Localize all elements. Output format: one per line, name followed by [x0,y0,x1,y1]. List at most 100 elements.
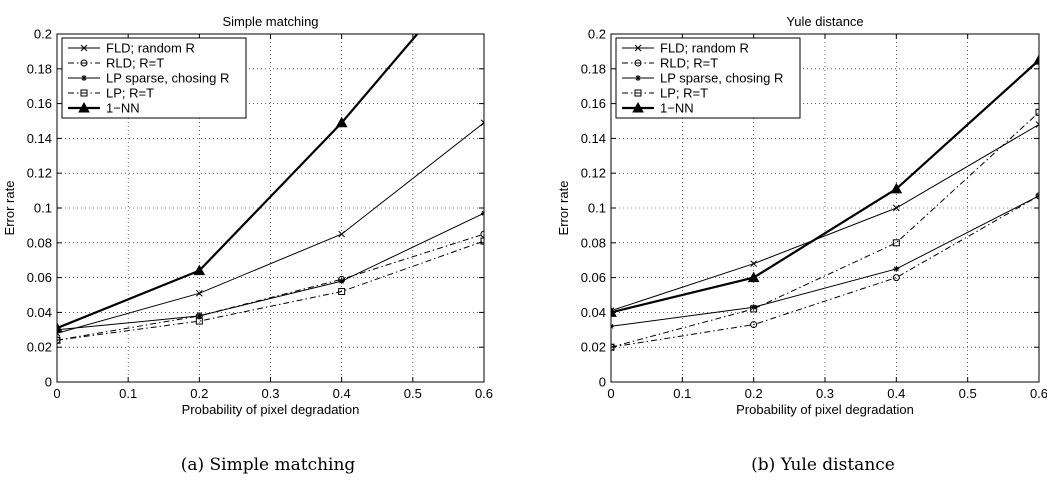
data-point-s5-2 [193,264,206,276]
y-tick-label: 0 [599,375,606,390]
series-line-4 [611,111,1039,348]
data-point-s4-3 [892,239,900,247]
y-tick-label: 0.02 [581,340,606,355]
series-line-5 [57,34,419,330]
data-point-s5-4 [1033,54,1039,65]
figure-caption: (b) Yule distance [751,455,895,475]
x-axis-label: Probability of pixel degradation [736,402,914,417]
legend-marker-1 [80,44,88,52]
data-point-s4-2 [750,305,758,313]
legend-label-2: RLD; R=T [660,56,718,71]
data-point-s4-3 [338,288,346,296]
x-tick-label: 0.6 [475,386,493,401]
series-line-4 [57,240,484,341]
legend-label-2: RLD; R=T [106,56,164,71]
y-tick-label: 0.16 [27,96,52,111]
x-tick-label: 0.2 [745,386,763,401]
data-point-s5-3 [335,116,348,128]
y-axis-label: Error rate [556,181,571,236]
legend-label-4: LP; R=T [660,86,708,101]
legend-marker-5 [632,101,644,113]
x-tick-label: 0 [53,386,60,401]
legend-label-3: LP sparse, chosing R [660,71,783,86]
data-point-s1-2 [750,260,758,268]
legend-label-3: LP sparse, chosing R [106,71,229,86]
chart-title: Yule distance [786,14,863,29]
data-point-s4-1 [57,336,61,344]
y-tick-label: 0.14 [27,131,52,146]
x-axis-label: Probability of pixel degradation [182,402,360,417]
legend-marker-3 [635,75,641,81]
legend-label-4: LP; R=T [106,86,154,101]
series-group [611,54,1039,351]
y-tick-label: 0.04 [581,305,606,320]
series-line-3 [57,212,484,331]
data-point-s3-2 [196,312,203,319]
x-tick-label: 0.4 [333,386,351,401]
series-group [57,34,484,344]
x-tick-label: 0.6 [1030,386,1047,401]
data-point-s4-4 [1035,108,1039,116]
y-tick-label: 0.08 [581,235,606,250]
y-tick-label: 0.2 [34,27,52,42]
chart-panel-2: 0 0.1 0.2 0.3 0.4 0.5 0.6 0 0.02 0.04 0.06 0.08 0.1 0… [556,14,1047,475]
series-line-5 [611,59,1039,314]
legend-marker-3 [81,75,87,81]
chart-title: Simple matching [222,14,318,29]
legend-marker-4 [80,89,88,97]
figure-caption: (a) Simple matching [181,455,356,475]
series-line-3 [611,195,1039,327]
data-point-s3-3 [338,278,345,285]
data-point-s5-1 [611,306,617,317]
legend-marker-4 [634,89,642,97]
x-tick-label: 0.3 [261,386,279,401]
series-line-1 [57,122,484,334]
data-point-s1-3 [892,204,900,212]
y-tick-label: 0.06 [581,270,606,285]
legend-marker-2 [80,59,88,67]
legend-label-5: 1−NN [660,101,694,116]
y-tick-label: 0.06 [27,270,52,285]
data-point-s1-4 [480,119,484,127]
data-point-s2-4 [480,230,484,238]
y-tick-label: 0.02 [27,340,52,355]
x-tick-label: 0.2 [190,386,208,401]
data-point-s3-2 [750,304,757,311]
y-tick-label: 0.08 [27,235,52,250]
data-point-s2-3 [892,274,900,282]
y-tick-label: 0.04 [27,305,52,320]
data-point-s4-1 [611,343,615,351]
y-tick-label: 0.1 [34,201,52,216]
data-point-s1-3 [338,230,346,238]
legend-label-5: 1−NN [106,101,140,116]
data-point-s5-3 [890,182,903,194]
x-tick-label: 0.4 [887,386,905,401]
data-point-s4-2 [195,317,203,325]
axes-frame [610,33,1040,383]
data-point-s2-2 [750,321,758,329]
data-point-s4-4 [480,237,484,245]
x-tick-label: 0.1 [673,386,691,401]
chart-panel-1: 0 0.1 0.2 0.3 0.4 0.5 0.6 0 0.02 0.04 0.06 0.08 0.1 0… [2,14,493,475]
y-tick-label: 0.14 [581,131,606,146]
x-tick-label: 0.5 [959,386,977,401]
x-tick-label: 0.1 [119,386,137,401]
data-point-s5-1 [57,322,63,333]
legend-marker-5 [78,101,90,113]
legend-marker-2 [634,59,642,67]
x-tick-label: 0 [607,386,614,401]
data-point-s1-4 [1035,121,1039,128]
series-line-2 [57,233,484,341]
y-tick-label: 0.16 [581,96,606,111]
y-tick-label: 0 [45,375,52,390]
y-tick-label: 0.2 [588,27,606,42]
series-line-1 [611,124,1039,312]
y-tick-label: 0.18 [581,61,606,76]
data-point-s5-2 [747,271,760,283]
y-tick-label: 0.18 [27,61,52,76]
grid [610,33,1040,383]
y-tick-label: 0.12 [27,166,52,181]
y-tick-label: 0.1 [588,201,606,216]
